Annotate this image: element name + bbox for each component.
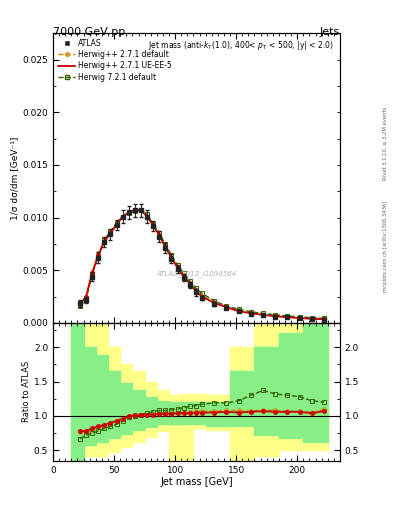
X-axis label: Jet mass [GeV]: Jet mass [GeV]: [160, 477, 233, 487]
Text: Jets: Jets: [320, 27, 340, 37]
Text: Jet mass (anti-$k_{\rm T}$(1.0), 400< $p_{\rm T}$ < 500, |y| < 2.0): Jet mass (anti-$k_{\rm T}$(1.0), 400< $p…: [148, 39, 334, 52]
Text: mcplots.cern.ch [arXiv:1306.3436]: mcplots.cern.ch [arXiv:1306.3436]: [383, 200, 387, 291]
Text: 7000 GeV pp: 7000 GeV pp: [53, 27, 125, 37]
Y-axis label: 1/σ dσ/dm [GeV⁻¹]: 1/σ dσ/dm [GeV⁻¹]: [11, 136, 20, 220]
Text: ATLAS_2012_I1094564: ATLAS_2012_I1094564: [156, 270, 237, 277]
Legend: ATLAS, Herwig++ 2.7.1 default, Herwig++ 2.7.1 UE-EE-5, Herwig 7.2.1 default: ATLAS, Herwig++ 2.7.1 default, Herwig++ …: [57, 37, 174, 83]
Y-axis label: Ratio to ATLAS: Ratio to ATLAS: [22, 361, 31, 422]
Text: Rivet 3.1.10, ≥ 3.2M events: Rivet 3.1.10, ≥ 3.2M events: [383, 106, 387, 180]
